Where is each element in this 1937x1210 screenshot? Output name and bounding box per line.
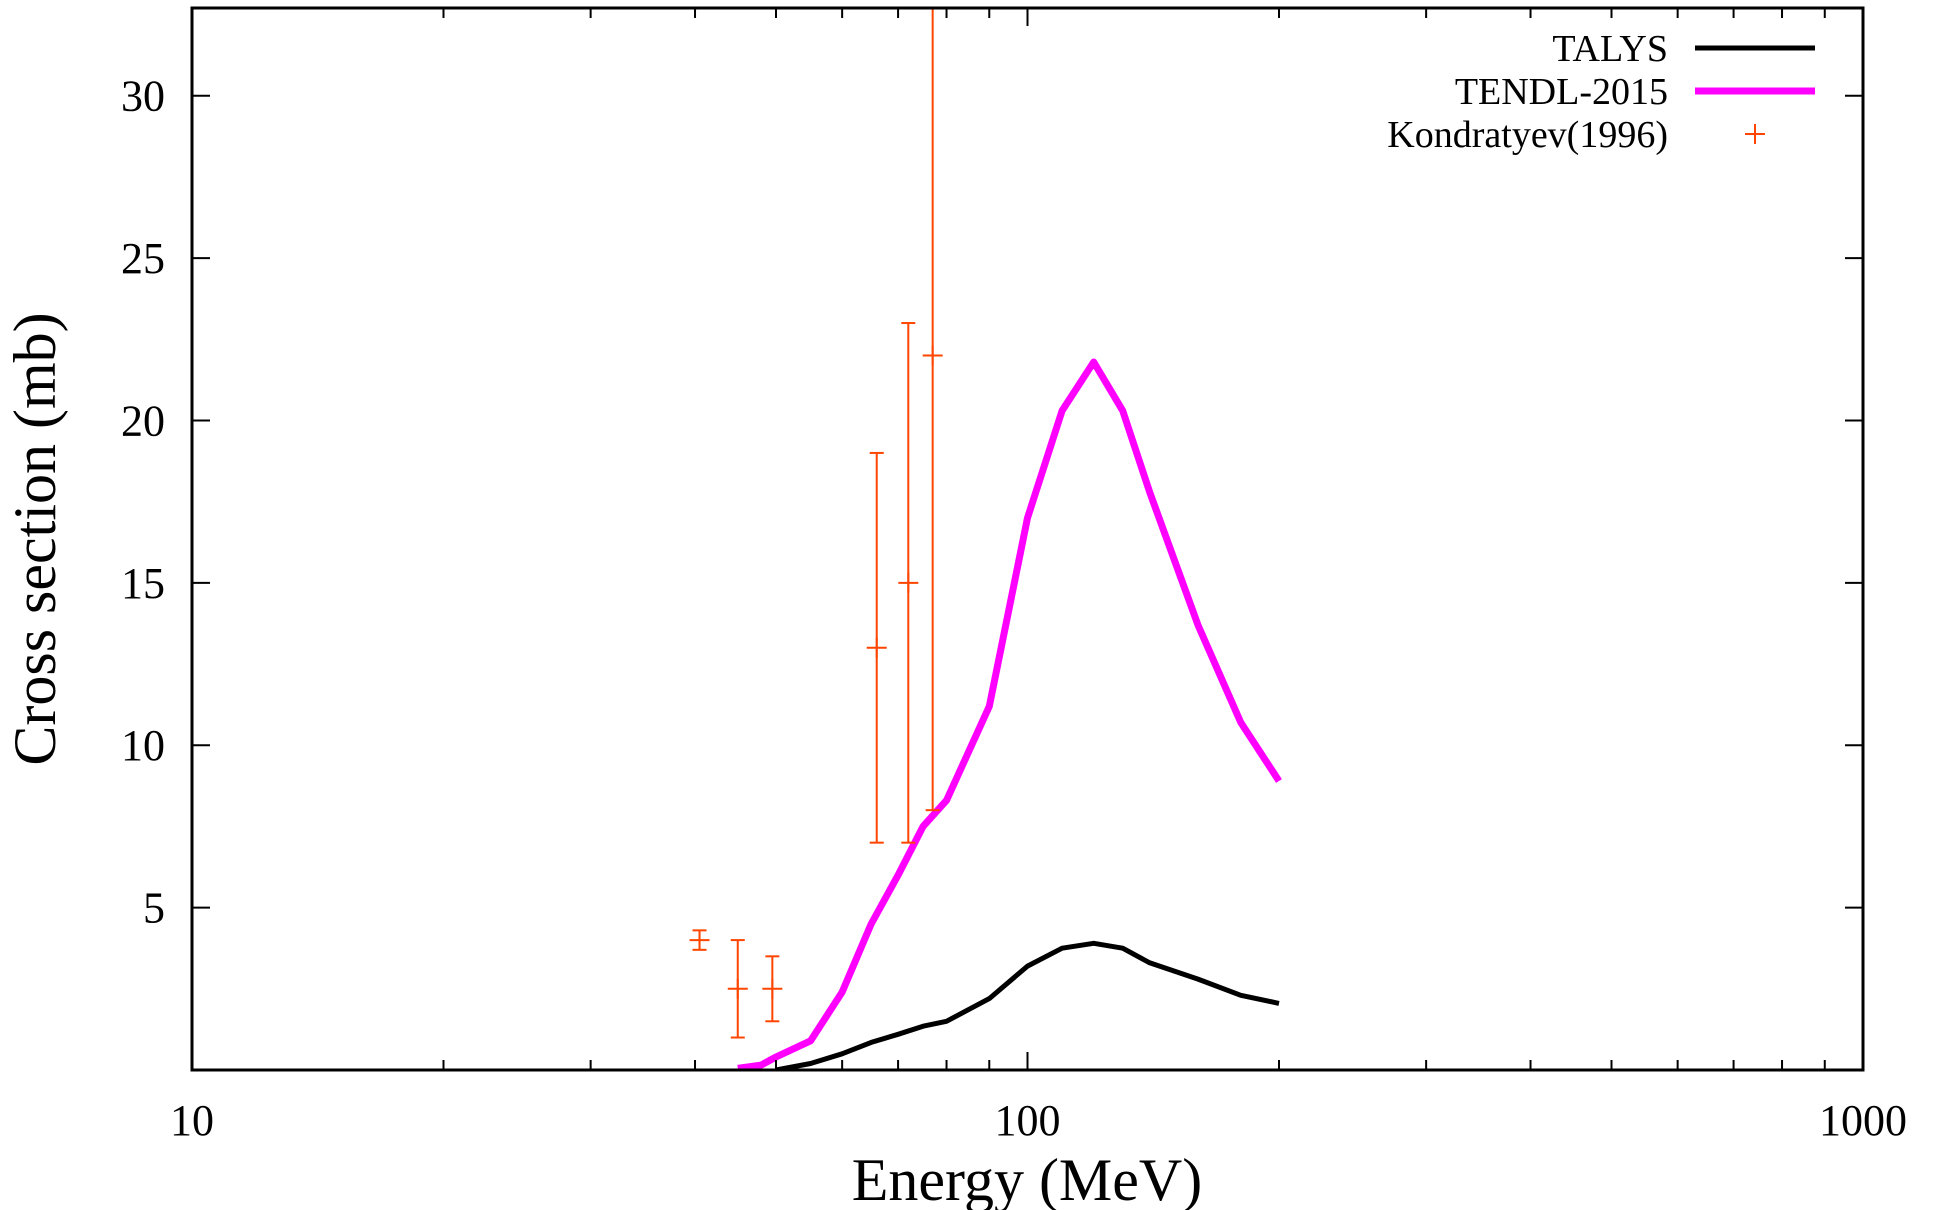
x-axis-title: Energy (MeV) [852,1147,1202,1210]
plot-frame [190,6,1865,1072]
data-point [689,929,710,951]
axis-ticks [191,8,1864,1070]
legend-label: TENDL-2015 [1455,71,1668,113]
tick-labels: 10 100 1000 5 10 15 20 25 30 [121,72,1907,1145]
y-tick-label: 5 [143,884,165,933]
data-point [762,955,783,1023]
data-point [922,8,943,812]
series-line-talys [775,940,1280,1070]
series-line-tendl-2015 [737,358,1282,1070]
data-point [866,451,887,844]
x-tick-label: 100 [995,1096,1061,1145]
legend-label: Kondratyev(1996) [1387,114,1668,156]
y-tick-label: 30 [121,72,165,121]
legend-label: TALYS [1552,28,1668,70]
y-tick-label: 25 [121,234,165,283]
x-tick-label: 10 [170,1096,214,1145]
x-tick-label: 1000 [1819,1096,1907,1145]
y-tick-label: 10 [121,721,165,770]
data-point [898,322,919,844]
data-point [727,939,748,1039]
y-tick-label: 15 [121,559,165,608]
y-tick-label: 20 [121,396,165,445]
series-layer [689,8,1282,1070]
y-axis-title: Cross section (mb) [2,312,68,765]
